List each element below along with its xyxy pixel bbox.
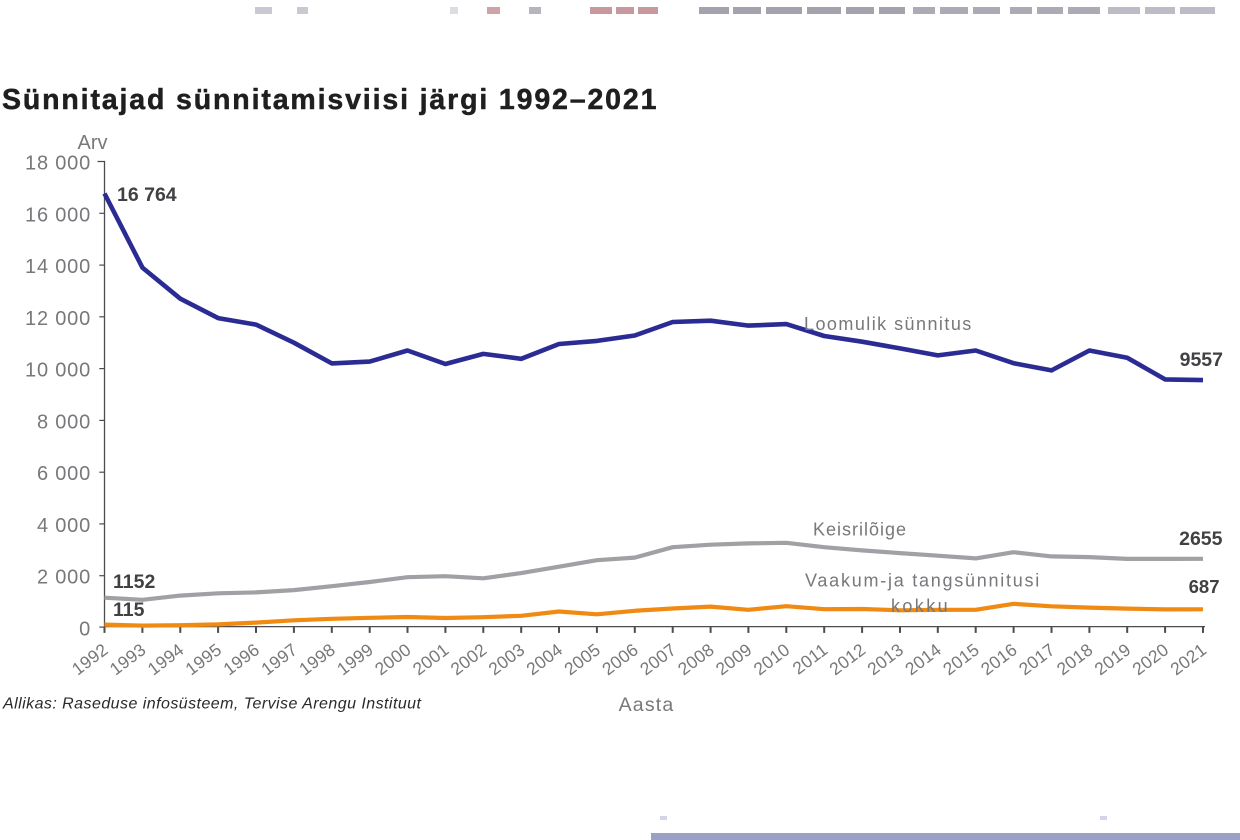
svg-text:2003: 2003	[485, 639, 529, 679]
svg-text:Aasta: Aasta	[619, 694, 675, 716]
svg-text:1998: 1998	[295, 639, 339, 679]
svg-text:Loomulik sünnitus: Loomulik sünnitus	[804, 314, 973, 334]
svg-text:1152: 1152	[113, 571, 155, 593]
svg-text:2014: 2014	[901, 639, 945, 679]
svg-text:4 000: 4 000	[37, 515, 91, 537]
svg-text:1994: 1994	[144, 639, 188, 679]
svg-text:1992: 1992	[68, 639, 112, 679]
svg-text:2015: 2015	[939, 639, 983, 679]
svg-text:2008: 2008	[674, 639, 718, 679]
svg-text:10 000: 10 000	[25, 360, 91, 382]
svg-text:9557: 9557	[1180, 349, 1223, 371]
svg-text:687: 687	[1189, 576, 1220, 597]
svg-text:115: 115	[113, 599, 145, 621]
svg-text:2007: 2007	[636, 639, 680, 679]
svg-text:2021: 2021	[1166, 639, 1210, 679]
svg-text:1996: 1996	[219, 639, 263, 679]
svg-text:2012: 2012	[826, 639, 870, 679]
svg-text:14 000: 14 000	[25, 256, 91, 278]
svg-text:0: 0	[79, 619, 91, 641]
svg-text:1995: 1995	[182, 639, 226, 679]
svg-text:Vaakum-ja tangsünnitusi: Vaakum-ja tangsünnitusi	[805, 571, 1041, 591]
svg-text:1999: 1999	[333, 639, 377, 679]
svg-text:2000: 2000	[371, 639, 415, 679]
svg-text:Arv: Arv	[78, 132, 108, 154]
svg-text:2006: 2006	[598, 639, 642, 679]
svg-text:Keisrilõige: Keisrilõige	[813, 520, 907, 540]
svg-text:Sünnitajad sünnitamisviisi jär: Sünnitajad sünnitamisviisi järgi 1992–20…	[2, 84, 658, 116]
svg-text:16 000: 16 000	[25, 204, 91, 226]
svg-text:2009: 2009	[712, 639, 756, 679]
svg-text:2016: 2016	[977, 639, 1021, 679]
svg-text:2011: 2011	[789, 639, 832, 678]
svg-text:8 000: 8 000	[37, 411, 91, 433]
svg-text:12 000: 12 000	[25, 308, 91, 330]
svg-text:1993: 1993	[106, 639, 150, 679]
svg-text:2 000: 2 000	[37, 567, 91, 589]
svg-text:2020: 2020	[1129, 639, 1173, 679]
svg-text:18 000: 18 000	[25, 153, 91, 175]
svg-text:1997: 1997	[257, 639, 301, 679]
svg-text:kokku: kokku	[891, 596, 950, 616]
svg-text:2019: 2019	[1091, 639, 1135, 679]
svg-text:2655: 2655	[1179, 528, 1223, 550]
svg-text:2002: 2002	[447, 639, 491, 679]
svg-text:2004: 2004	[522, 639, 566, 679]
svg-text:2005: 2005	[560, 639, 604, 679]
svg-text:16 764: 16 764	[117, 184, 177, 206]
svg-text:Allikas: Raseduse infosüsteem,: Allikas: Raseduse infosüsteem, Tervise A…	[2, 696, 422, 713]
svg-text:2013: 2013	[863, 639, 907, 679]
svg-text:2018: 2018	[1053, 639, 1097, 679]
svg-text:2017: 2017	[1015, 639, 1059, 679]
svg-text:2010: 2010	[750, 639, 794, 679]
svg-text:6 000: 6 000	[37, 463, 91, 485]
svg-text:2001: 2001	[409, 639, 453, 679]
